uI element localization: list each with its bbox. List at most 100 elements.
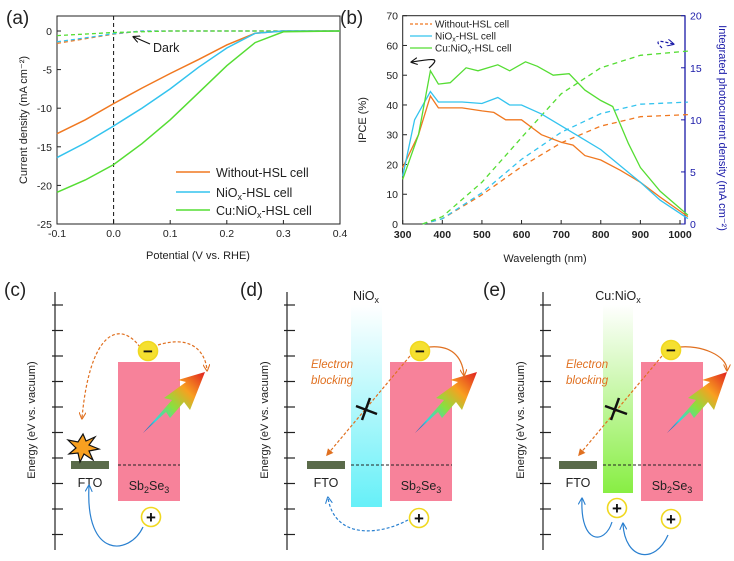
- electron-path-c-left: [82, 333, 141, 418]
- y-right-tick-label-b: 10: [690, 115, 702, 127]
- electron-circle: [409, 340, 431, 362]
- legend-label-without-b: Without-HSL cell: [435, 20, 509, 31]
- block-cross-icon-d: [355, 397, 378, 421]
- electron-icon: −: [409, 340, 431, 362]
- electron-icon: −: [137, 340, 159, 362]
- electron-sign: −: [415, 342, 425, 361]
- electron-blocking-label-d: Electron blocking: [311, 359, 354, 387]
- y-tick-label-a: -5: [43, 65, 52, 77]
- x-tick-label-a: 0.1: [163, 228, 178, 240]
- x-tick-label-b: 900: [632, 229, 650, 241]
- electron-path-c-right: [157, 341, 207, 370]
- hole-icon: +: [606, 497, 628, 519]
- x-axis-label-b: Wavelength (nm): [503, 253, 586, 265]
- x-tick-label-b: 600: [513, 229, 531, 241]
- light-curve-cu: [56, 30, 341, 193]
- blocked-electron-path-d: [326, 355, 411, 457]
- y-tick-label-b: 20: [386, 159, 398, 171]
- legend-label-without: Without-HSL cell: [216, 166, 309, 180]
- hole-icon: +: [408, 507, 430, 529]
- y-tick-label-b: 0: [392, 219, 398, 231]
- ipce-curve-cu: [402, 61, 689, 216]
- dark-annotation: Dark: [153, 41, 180, 55]
- sb2se3-label-e: Sb2Se3: [652, 479, 693, 495]
- integrated-curve-without: [422, 113, 688, 225]
- sb2se3-block-c: [118, 362, 180, 501]
- y-right-tick-label-b: 0: [690, 219, 696, 231]
- energy-axis-label-c: Energy (eV vs. vacuum): [26, 361, 38, 478]
- dark-curve-niox: [56, 30, 340, 43]
- electron-sign: −: [666, 341, 676, 360]
- y-tick-label-b: 70: [386, 11, 398, 23]
- electron-icon: −: [660, 339, 682, 361]
- hole-sign: +: [666, 510, 676, 529]
- legend-b: Without-HSL cell NiOx-HSL cell Cu:NiOx-H…: [410, 20, 512, 56]
- blocked-electron-path-e: [578, 355, 663, 457]
- block-cross-icon-e: [604, 397, 628, 421]
- panel-label-a: (a): [6, 8, 29, 29]
- integrated-curve-cu: [422, 50, 688, 225]
- plot-frame-a: [56, 15, 341, 225]
- cuniox-layer-label: Cu:NiOx: [595, 289, 641, 305]
- x-tick-label-b: 800: [592, 229, 610, 241]
- x-tick-label-b: 1000: [668, 229, 692, 241]
- y-tick-label-b: 50: [386, 70, 398, 82]
- x-tick-label-b: 400: [434, 229, 452, 241]
- hole-path-d: [328, 498, 409, 532]
- ipce-curve-niox: [402, 90, 689, 220]
- y-tick-label-a: -20: [37, 180, 52, 192]
- fto-bar-c: [71, 461, 109, 469]
- left-axis-arrow: [412, 60, 436, 69]
- y-right-tick-label-b: 5: [690, 167, 696, 179]
- diagram-c: (c) Energy (eV vs. vacuum) FTO Sb2Se3 − …: [4, 280, 207, 550]
- x-tick-label-b: 700: [552, 229, 570, 241]
- niox-layer-label: NiOx: [353, 289, 380, 305]
- y-right-tick-label-b: 15: [690, 63, 702, 75]
- y-tick-label-a: -25: [37, 219, 52, 231]
- y-axis-label-b: IPCE (%): [357, 97, 369, 143]
- sb2se3-block-e: [641, 362, 703, 501]
- light-bolt-icon-e: [667, 372, 727, 433]
- ipce-curve-without: [402, 94, 689, 218]
- legend-label-cu-b: Cu:NiOx-HSL cell: [435, 44, 512, 56]
- light-curve-without: [56, 30, 340, 135]
- light-bolt-icon-d: [415, 372, 477, 433]
- electron-sign: −: [143, 342, 153, 361]
- y-tick-label-b: 60: [386, 40, 398, 52]
- y-axis-label-a: Current density (mA cm⁻²): [18, 56, 30, 184]
- dark-arrow: [134, 37, 151, 45]
- x-tick-label-a: 0.3: [276, 228, 291, 240]
- light-bolt-icon-c: [143, 372, 205, 433]
- legend-a: Without-HSL cell NiOx-HSL cell Cu:NiOx-H…: [176, 166, 312, 220]
- hole-path-e-1: [582, 499, 613, 538]
- fto-bar-e: [559, 461, 597, 469]
- energy-axis-label-e: Energy (eV vs. vacuum): [515, 361, 527, 478]
- right-axis-arrow: [657, 41, 673, 49]
- fto-bar-d: [307, 461, 345, 469]
- legend-label-niox: NiOx-HSL cell: [216, 186, 292, 202]
- y-tick-label-b: 30: [386, 130, 398, 142]
- fto-label-e: FTO: [566, 476, 591, 490]
- sb2se3-label-d: Sb2Se3: [401, 479, 442, 495]
- y-tick-label-b: 10: [386, 189, 398, 201]
- legend-label-niox-b: NiOx-HSL cell: [435, 32, 496, 44]
- x-tick-label-a: -0.1: [48, 228, 66, 240]
- panel-label-b: (b): [340, 8, 363, 29]
- hole-circle: [140, 506, 162, 528]
- hole-path-c: [89, 486, 144, 547]
- hole-sign: +: [146, 508, 156, 527]
- energy-axis: [52, 292, 63, 550]
- x-tick-label-b: 500: [473, 229, 491, 241]
- energy-axis: [540, 292, 551, 550]
- hole-icon: +: [660, 508, 682, 530]
- electron-blocking-label-e: Electron blocking: [566, 359, 609, 387]
- y-tick-label-a: -15: [37, 142, 52, 154]
- diagram-d: (d) Energy (eV vs. vacuum) NiOx FTO Sb2S…: [240, 280, 477, 550]
- light-curve-niox: [56, 30, 340, 159]
- y-axis-right-label-b: Integrated photocurrent density (mA cm⁻²…: [716, 25, 728, 231]
- fto-label-c: FTO: [78, 476, 103, 490]
- x-tick-label-b: 300: [394, 229, 412, 241]
- panel-label-e: (e): [483, 280, 506, 301]
- hole-sign: +: [612, 499, 622, 518]
